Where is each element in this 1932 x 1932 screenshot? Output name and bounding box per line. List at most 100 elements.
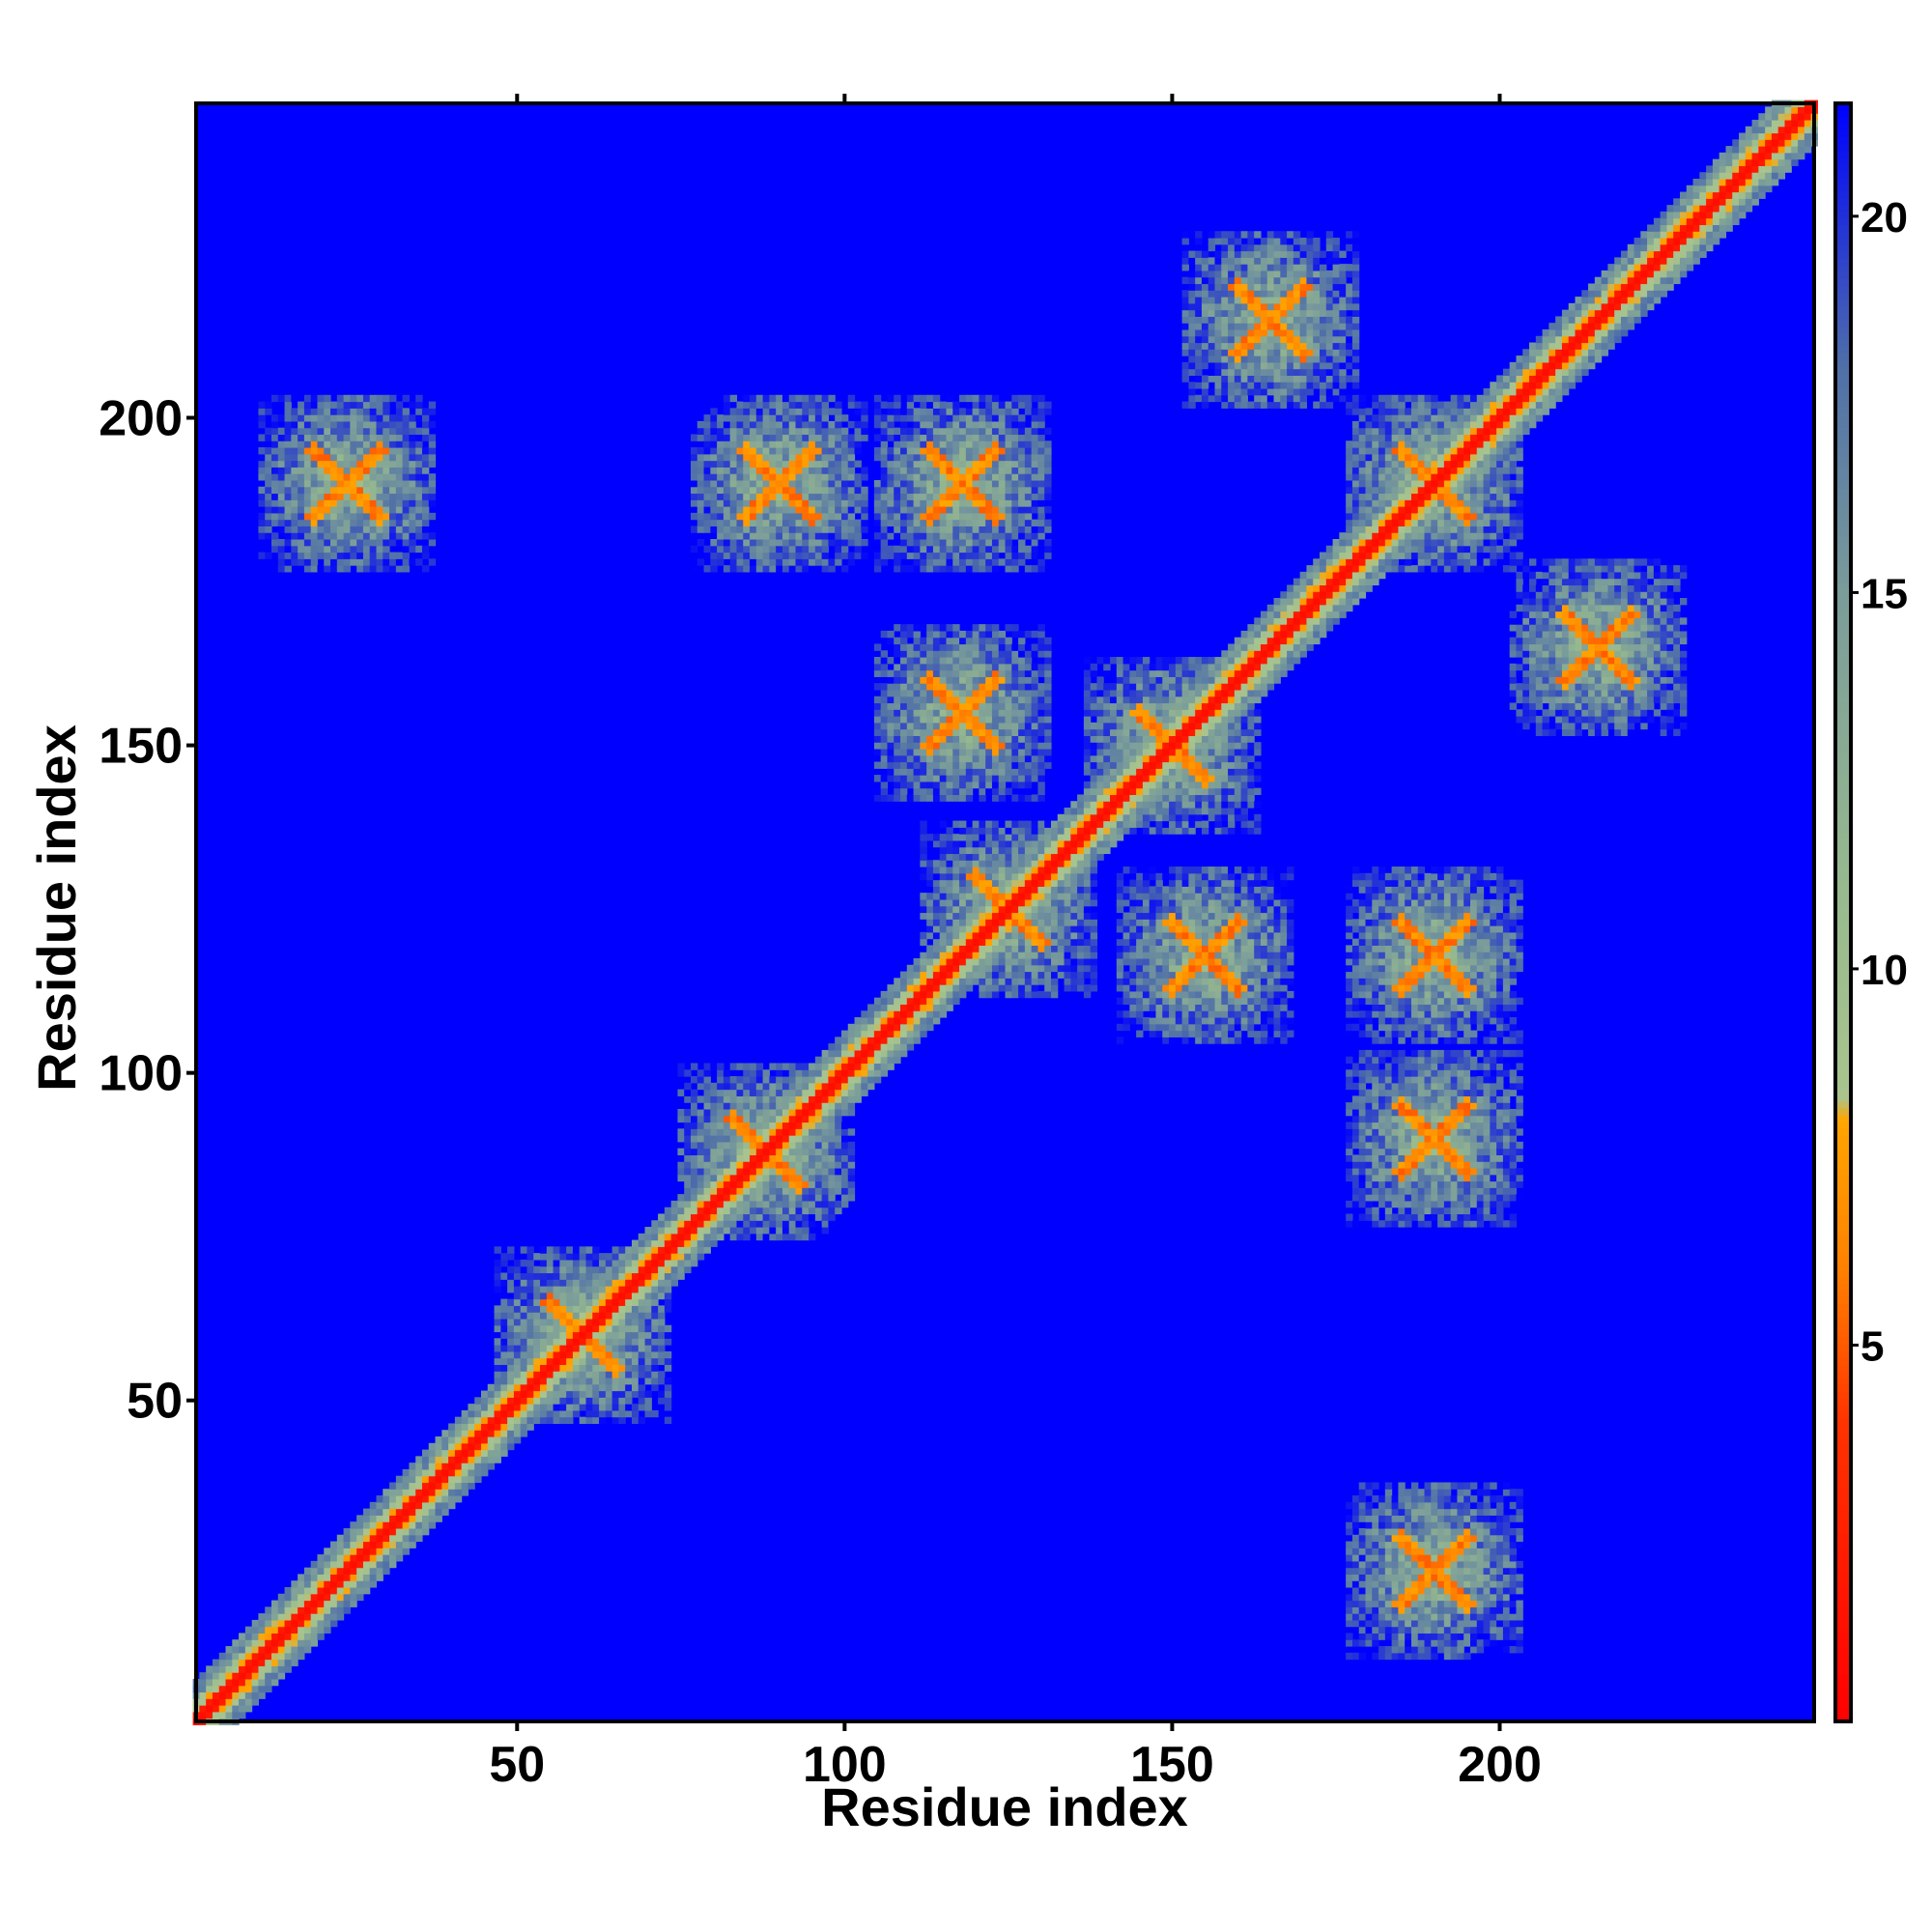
heatmap-cell [592,1312,600,1320]
heatmap-cell [330,434,338,441]
heatmap-cell [894,735,901,743]
heatmap-cell [546,1350,554,1359]
heatmap-cell [251,1698,260,1706]
heatmap-cell [840,427,849,436]
heatmap-cell [611,1265,619,1274]
heatmap-cell [356,440,364,448]
heatmap-cell [395,1548,404,1555]
heatmap-cell [750,420,757,429]
heatmap-cell [658,1227,666,1235]
heatmap-cell [894,434,901,441]
heatmap-cell [959,984,967,992]
heatmap-cell [762,1233,770,1241]
heatmap-cell [840,1122,849,1129]
heatmap-cell [402,1541,410,1548]
heatmap-cell [258,1646,266,1654]
heatmap-cell [605,1345,613,1352]
heatmap-cell [402,526,410,533]
heatmap-cell [664,1416,672,1425]
heatmap-cell [769,1200,777,1208]
heatmap-cell [710,1187,718,1195]
heatmap-cell [389,394,397,403]
heatmap-cell [920,460,927,468]
heatmap-cell [277,1613,286,1621]
heatmap-cell [592,1338,600,1346]
heatmap-cell [585,1357,593,1365]
heatmap-cell [389,420,397,429]
heatmap-cell [814,1194,823,1202]
heatmap-cell [494,1416,501,1425]
heatmap-cell [421,1482,430,1490]
heatmap-cell [991,952,1000,959]
heatmap-cell [310,1567,319,1575]
heatmap-cell [244,1633,253,1640]
heatmap-cell [710,1213,718,1221]
heatmap-cell [972,860,980,867]
heatmap-cell [376,1560,384,1569]
heatmap-cell [755,1076,764,1084]
heatmap-cell [324,467,331,474]
heatmap-cell [946,827,953,835]
heatmap-cell [959,754,967,763]
heatmap-cell [781,1200,790,1208]
heatmap-cell [972,414,980,422]
heatmap-cell [277,1665,286,1673]
heatmap-cell [946,893,953,900]
heatmap-cell [946,748,953,756]
heatmap-cell [991,479,1000,488]
heatmap-cell [592,1324,600,1333]
heatmap-cell [415,499,423,507]
heatmap-cell [723,1095,731,1103]
heatmap-cell [677,1213,685,1221]
heatmap-cell [998,839,1007,848]
heatmap-cell [566,1272,574,1280]
heatmap-cell [324,493,331,500]
heatmap-cell [592,1253,600,1261]
heatmap-cell [729,1174,738,1182]
heatmap-cell [271,538,279,547]
heatmap-cell [644,1227,652,1235]
heatmap-cell [513,1409,522,1418]
heatmap-cell [985,499,993,507]
heatmap-cell [474,1449,482,1457]
heatmap-cell [303,552,312,559]
heatmap-cell [887,689,895,697]
heatmap-cell [939,493,948,500]
heatmap-cell [710,526,718,533]
heatmap-cell [781,1089,790,1096]
heatmap-cell [821,473,829,481]
heatmap-cell [592,1292,600,1300]
heatmap-cell [762,1076,770,1084]
heatmap-cell [952,964,960,973]
heatmap-cell [932,558,941,566]
heatmap-cell [788,486,797,495]
heatmap-cell [920,683,927,691]
heatmap-cell [972,839,980,848]
heatmap-cell [913,1004,921,1011]
heatmap-cell [421,493,430,500]
heatmap-cell [677,1174,685,1182]
heatmap-cell [972,643,980,651]
heatmap-cell [913,997,921,1006]
heatmap-cell [402,394,410,403]
heatmap-cell [592,1272,600,1280]
heatmap-cell [776,1089,783,1096]
heatmap-cell [513,1345,522,1352]
heatmap-cell [991,545,1000,554]
heatmap-cell [795,519,803,526]
heatmap-cell [939,408,948,415]
heatmap-cell [755,1194,764,1202]
heatmap-cell [389,1495,397,1503]
heatmap-cell [736,434,744,441]
heatmap-cell [998,768,1007,776]
heatmap-cell [559,1286,567,1293]
heatmap-cell [402,486,410,495]
heatmap-cell [415,1495,423,1503]
heatmap-cell [317,1560,325,1569]
heatmap-cell [900,676,908,684]
heatmap-cell [847,1049,856,1058]
heatmap-cell [985,919,993,926]
heatmap-cell [284,506,292,514]
heatmap-cell [1005,827,1012,835]
heatmap-cell [1005,669,1012,677]
